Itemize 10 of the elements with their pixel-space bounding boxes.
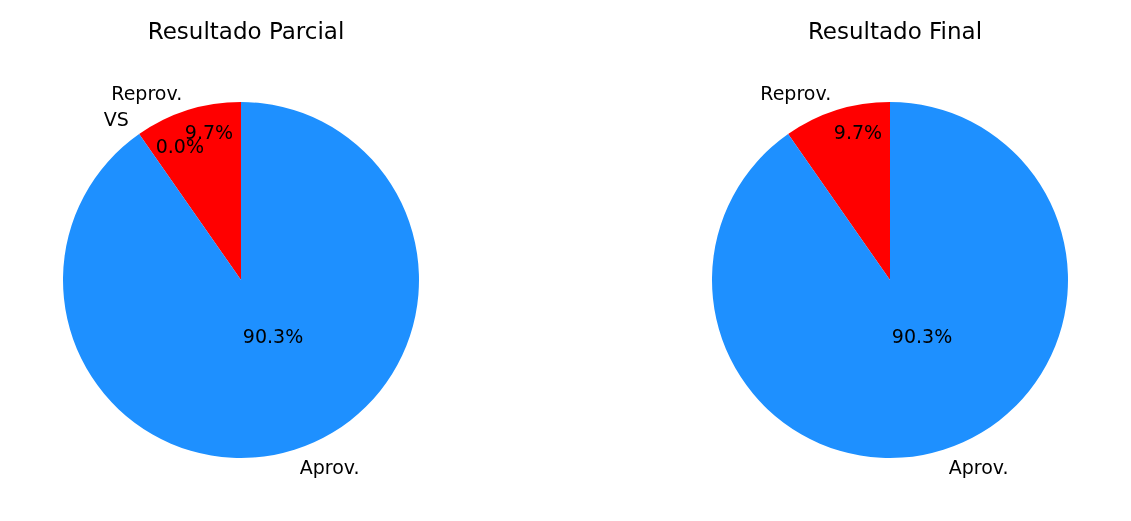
slice-label: Reprov.	[760, 82, 832, 105]
data-label: 9.7%	[833, 120, 883, 143]
slice-label: Aprov.	[948, 455, 1009, 478]
chart-title: Resultado Parcial	[147, 17, 345, 44]
slice-label: Reprov.	[111, 82, 183, 105]
data-label: 90.3%	[891, 324, 953, 347]
slice-label: Aprov.	[299, 455, 360, 478]
category-label: VS	[103, 108, 129, 131]
data-label: 90.3%	[242, 324, 304, 347]
chart-title: Resultado Final	[807, 17, 983, 44]
